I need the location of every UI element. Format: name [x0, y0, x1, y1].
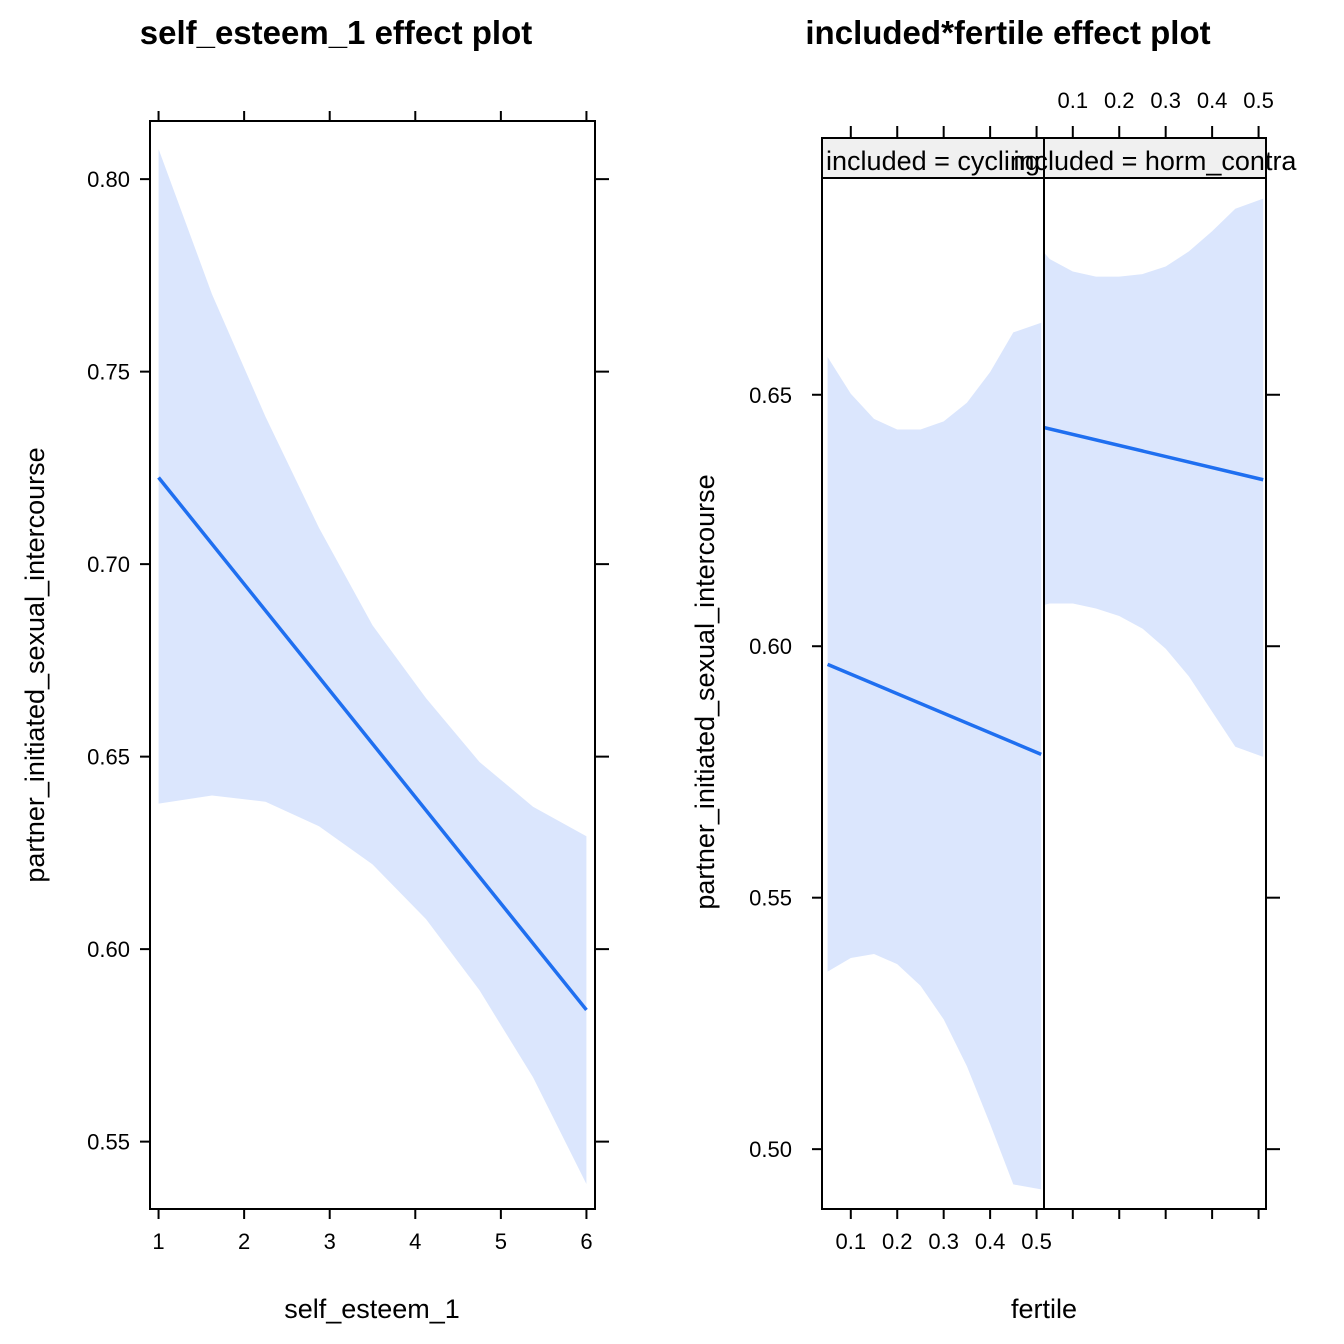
y-tick-label: 0.60: [749, 634, 792, 659]
y-tick-label: 0.65: [749, 383, 792, 408]
y-axis-label: partner_initiated_sexual_intercourse: [20, 447, 50, 882]
confidence-band: [158, 149, 587, 1185]
x-tick-label: 2: [238, 1229, 250, 1254]
included-fertile-effect-plot: included*fertile effect plot included = …: [690, 14, 1297, 1324]
x-tick-label: 6: [580, 1229, 592, 1254]
y-tick-label: 0.75: [87, 360, 130, 385]
confidence-band: [827, 322, 1042, 1190]
plot-frame: [149, 120, 596, 1210]
x-tick-label-top: 0.5: [1243, 88, 1274, 113]
x-tick-label-bottom: 0.1: [835, 1229, 866, 1254]
panel-2: [1044, 198, 1264, 757]
x-tick-label-top: 0.1: [1057, 88, 1088, 113]
x-axis-label: fertile: [1011, 1294, 1077, 1324]
panel-strip: [821, 137, 1045, 179]
y-tick-label: 0.55: [749, 886, 792, 911]
strip-label: included = cycling: [826, 146, 1040, 176]
fit-line: [157, 476, 588, 1012]
x-tick-label-top: 0.2: [1104, 88, 1135, 113]
x-tick-label-top: 0.3: [1150, 88, 1181, 113]
x-tick-label: 4: [409, 1229, 421, 1254]
strip-label: included = horm_contra: [1014, 146, 1298, 176]
fit-line: [1044, 425, 1264, 482]
x-tick-label: 5: [495, 1229, 507, 1254]
x-tick-label-bottom: 0.4: [975, 1229, 1006, 1254]
x-axis-label: self_esteem_1: [284, 1294, 460, 1324]
x-tick-label-bottom: 0.3: [928, 1229, 959, 1254]
panel-strip: [1043, 137, 1267, 179]
self-esteem-effect-plot: self_esteem_1 effect plot 1 2 3 4 5 6 0.55 0.60…: [20, 14, 609, 1324]
x-tick-label: 3: [324, 1229, 336, 1254]
x-tick-label-bottom: 0.5: [1021, 1229, 1052, 1254]
y-tick-label: 0.65: [87, 745, 130, 770]
x-tick-label-top: 0.4: [1197, 88, 1228, 113]
chart-title: included*fertile effect plot: [805, 14, 1210, 51]
y-tick-label: 0.70: [87, 552, 130, 577]
y-tick-label: 0.50: [749, 1137, 792, 1162]
y-tick-label: 0.60: [87, 937, 130, 962]
fit-line: [826, 662, 1042, 756]
y-tick-label: 0.80: [87, 167, 130, 192]
chart-title: self_esteem_1 effect plot: [140, 14, 533, 51]
y-tick-label: 0.55: [87, 1130, 130, 1155]
confidence-band: [1044, 198, 1264, 757]
x-tick-label-bottom: 0.2: [882, 1229, 913, 1254]
y-axis-label: partner_initiated_sexual_intercourse: [690, 474, 720, 909]
panel-1: [826, 322, 1042, 1190]
x-tick-label: 1: [152, 1229, 164, 1254]
